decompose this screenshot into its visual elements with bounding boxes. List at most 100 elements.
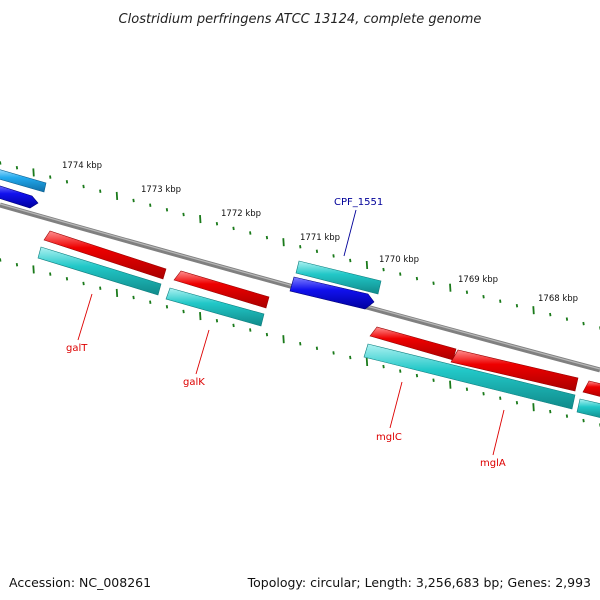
galT-leader (77, 293, 93, 341)
scale-label-1768: 1768 kbp (538, 294, 578, 304)
feature-galT-cyan[interactable] (37, 246, 162, 296)
gene-label-galK[interactable]: galK (183, 377, 205, 388)
minor-tick (549, 312, 552, 317)
gene-label-galT[interactable]: galT (66, 343, 88, 354)
mglA-leader (492, 409, 505, 456)
minor-tick (549, 409, 552, 414)
map-title: Clostridium perfringens ATCC 13124, comp… (119, 12, 482, 27)
minor-tick (149, 300, 152, 304)
minor-tick (132, 295, 135, 300)
minor-tick (49, 175, 52, 179)
minor-tick (165, 305, 169, 309)
gene-label-CPF_1551[interactable]: CPF_1551 (334, 197, 383, 208)
major-tick (365, 260, 369, 270)
minor-tick (499, 299, 502, 303)
minor-tick (232, 226, 235, 231)
minor-tick (15, 165, 19, 170)
feature-partial-blue[interactable] (0, 184, 39, 209)
minor-tick (265, 235, 269, 240)
major-tick (449, 283, 452, 292)
minor-tick (15, 262, 19, 267)
scale-label-1774: 1774 kbp (62, 161, 102, 171)
minor-tick (49, 272, 52, 276)
feature-mglA-red[interactable] (450, 349, 579, 392)
major-tick (199, 312, 202, 321)
minor-tick (582, 321, 585, 326)
minor-tick (465, 387, 469, 391)
minor-tick (99, 189, 102, 193)
major-tick (282, 335, 285, 344)
major-tick (449, 380, 452, 389)
minor-tick (415, 373, 419, 378)
minor-tick (315, 249, 319, 254)
minor-tick (515, 400, 519, 405)
minor-tick (382, 267, 385, 272)
minor-tick (99, 286, 102, 290)
feature-partial-right-cyan[interactable] (576, 398, 600, 419)
minor-tick (299, 245, 302, 249)
minor-tick (565, 317, 569, 321)
minor-tick (399, 369, 402, 373)
scale-label-1769: 1769 kbp (458, 275, 498, 285)
feature-CPF_1551-cyan[interactable] (295, 260, 382, 295)
feature-galT-red[interactable] (43, 230, 167, 280)
minor-tick (215, 318, 219, 323)
major-tick (32, 265, 35, 274)
minor-tick (65, 277, 69, 281)
minor-tick (432, 281, 435, 285)
minor-tick (415, 276, 419, 281)
genome-summary-text: Topology: circular; Length: 3,256,683 bp… (247, 575, 591, 590)
minor-tick (299, 341, 302, 346)
minor-tick (315, 346, 319, 351)
minor-tick (349, 355, 352, 360)
minor-tick (182, 212, 185, 217)
feature-galK-cyan[interactable] (165, 287, 265, 327)
minor-tick (0, 258, 2, 262)
minor-tick (215, 221, 219, 226)
minor-tick (399, 272, 402, 276)
minor-tick (515, 303, 519, 308)
major-tick (532, 403, 535, 412)
minor-tick (332, 351, 335, 355)
scale-ticks-outer (0, 161, 600, 330)
major-tick (365, 357, 369, 367)
minor-tick (332, 254, 335, 258)
minor-tick (582, 418, 585, 423)
minor-tick (82, 281, 85, 286)
minor-tick (482, 294, 485, 299)
minor-tick (565, 414, 569, 418)
feature-partial-right-red[interactable] (582, 380, 600, 398)
minor-tick (382, 364, 385, 369)
gene-label-mglC[interactable]: mglC (376, 432, 402, 443)
minor-tick (265, 332, 269, 337)
scale-label-1772: 1772 kbp (221, 209, 261, 219)
scale-label-1770: 1770 kbp (379, 255, 419, 265)
feature-partial-lightblue[interactable] (0, 168, 47, 193)
feature-galK-red[interactable] (173, 270, 270, 309)
major-tick (115, 191, 119, 200)
minor-tick (249, 231, 252, 235)
mglC-leader (389, 381, 403, 429)
minor-tick (82, 184, 85, 189)
minor-tick (165, 208, 169, 212)
accession-text: Accession: NC_008261 (9, 575, 151, 590)
minor-tick (132, 198, 135, 203)
minor-tick (182, 309, 185, 314)
scale-label-1771: 1771 kbp (300, 233, 340, 243)
major-tick (282, 238, 285, 247)
major-tick (532, 306, 535, 315)
CPF_1551-leader (343, 209, 357, 257)
minor-tick (482, 391, 485, 396)
feature-CPF_1551-blue[interactable] (289, 276, 375, 310)
gene-label-mglA[interactable]: mglA (480, 458, 506, 469)
scale-ticks-inner (0, 258, 600, 427)
scale-label-1773: 1773 kbp (141, 185, 181, 195)
minor-tick (499, 396, 502, 400)
minor-tick (349, 258, 352, 263)
feature-mglC-mglA-cyan[interactable] (363, 343, 576, 410)
feature-mglC-red[interactable] (369, 326, 457, 361)
galK-leader (195, 329, 210, 375)
minor-tick (232, 323, 235, 328)
